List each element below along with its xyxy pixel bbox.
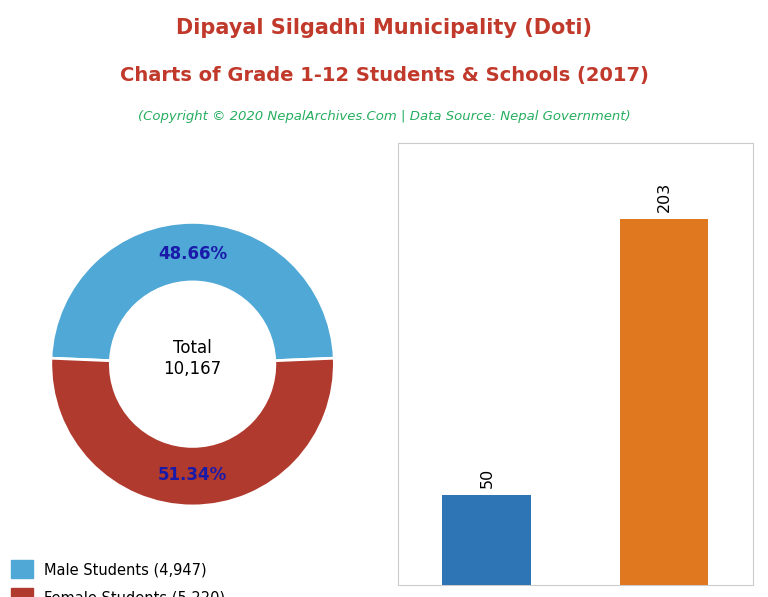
Legend: Male Students (4,947), Female Students (5,220): Male Students (4,947), Female Students (… (5, 555, 231, 597)
Wedge shape (51, 358, 334, 506)
Text: (Copyright © 2020 NepalArchives.Com | Data Source: Nepal Government): (Copyright © 2020 NepalArchives.Com | Da… (137, 110, 631, 124)
Text: Dipayal Silgadhi Municipality (Doti): Dipayal Silgadhi Municipality (Doti) (176, 18, 592, 38)
Text: Charts of Grade 1-12 Students & Schools (2017): Charts of Grade 1-12 Students & Schools … (120, 66, 648, 85)
Text: 203: 203 (657, 181, 671, 212)
Text: Total
10,167: Total 10,167 (164, 339, 222, 378)
Text: 48.66%: 48.66% (158, 245, 227, 263)
Bar (442, 495, 531, 585)
Wedge shape (51, 223, 334, 361)
Bar (620, 219, 708, 585)
Text: 51.34%: 51.34% (158, 466, 227, 484)
Text: 50: 50 (479, 467, 495, 488)
